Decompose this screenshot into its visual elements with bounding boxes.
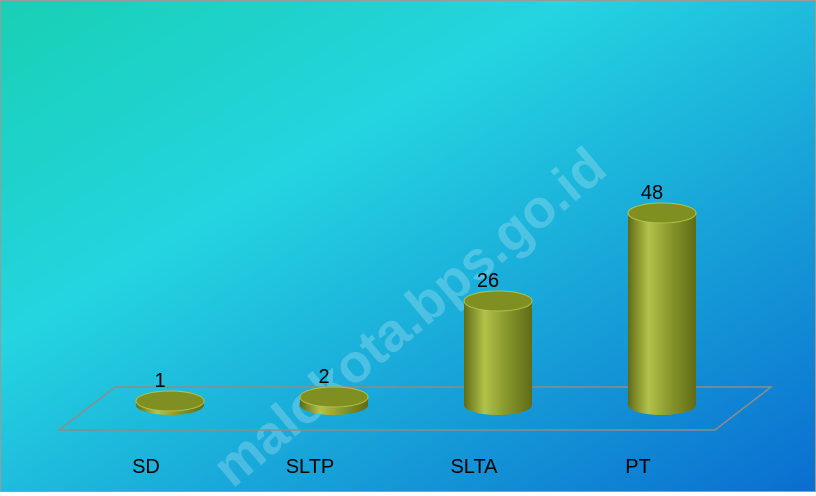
bar-top: [299, 386, 369, 408]
bars-group: [135, 202, 697, 415]
category-label-sd: SD: [132, 456, 160, 478]
bar-sd: [135, 390, 205, 415]
bar-pt: [627, 202, 697, 415]
bar-body: [464, 301, 532, 415]
data-label-sd: 1: [154, 370, 165, 392]
category-label-pt: PT: [625, 456, 651, 478]
bar-top: [627, 202, 697, 224]
chart-floor: [56, 386, 774, 431]
category-label-sltp: SLTP: [286, 456, 335, 478]
data-labels-group: 1 2 26 48: [154, 182, 663, 392]
data-label-slta: 26: [477, 270, 499, 292]
bar-top: [463, 290, 533, 312]
bar-sltp: [299, 386, 369, 415]
data-label-pt: 48: [641, 182, 663, 204]
category-label-slta: SLTA: [450, 456, 498, 478]
category-labels-group: SD SLTP SLTA PT: [132, 456, 651, 478]
bar-top: [135, 390, 205, 412]
bar-body: [628, 213, 696, 415]
bar-slta: [463, 290, 533, 415]
data-label-sltp: 2: [318, 366, 329, 388]
